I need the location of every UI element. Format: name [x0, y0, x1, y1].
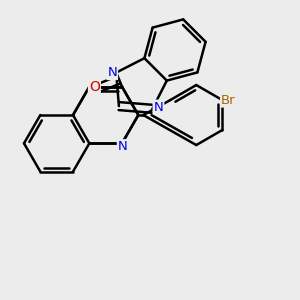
- Text: N: N: [154, 100, 163, 114]
- Text: N: N: [118, 140, 128, 153]
- Text: O: O: [89, 80, 100, 94]
- Text: Br: Br: [221, 94, 236, 106]
- Text: N: N: [107, 66, 117, 79]
